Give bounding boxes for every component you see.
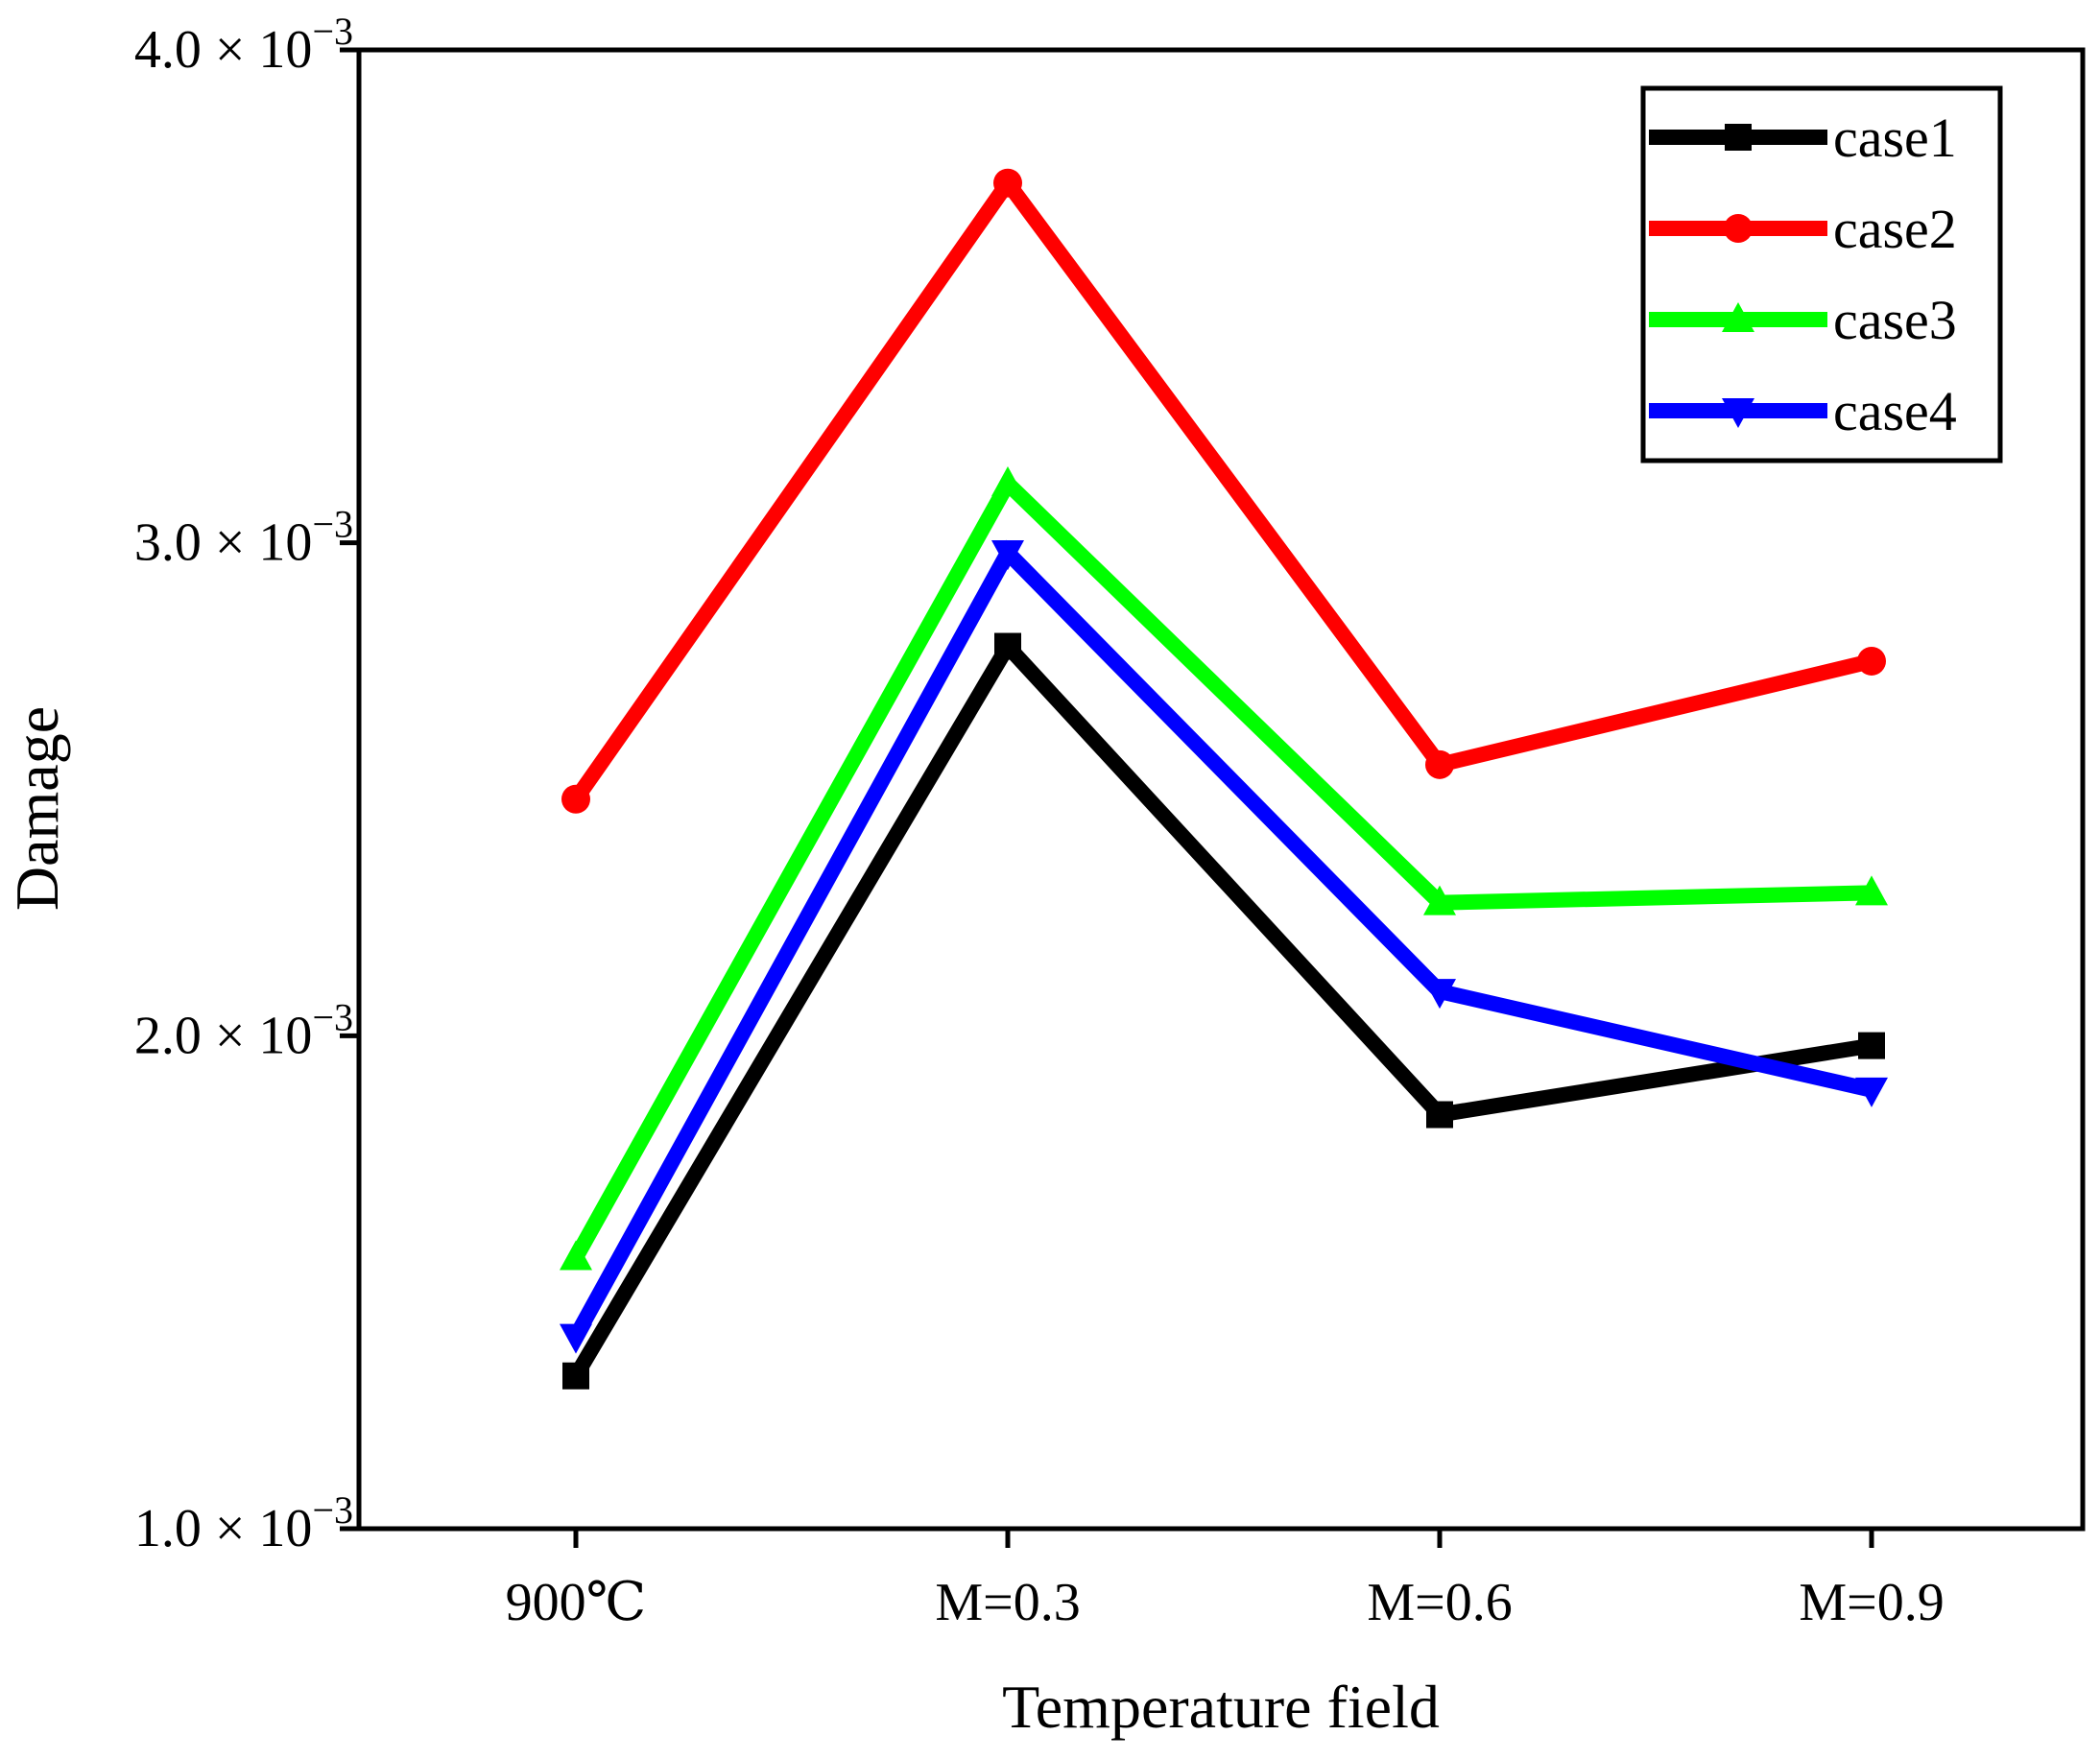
data-point-marker <box>994 632 1021 660</box>
series-line <box>569 471 1873 1262</box>
series-line <box>569 170 1873 804</box>
y-axis: 1.0 × 10−3 2.0 × 10−3 3.0 × 10−3 4.0 × 10−3 <box>134 10 359 1558</box>
x-tick-label: M=0.3 <box>935 1573 1080 1632</box>
series-case4 <box>560 539 1888 1354</box>
series-line <box>569 633 1873 1380</box>
y-tick-label: 1.0 × 10−3 <box>134 1488 353 1558</box>
legend: case1 case2 case3 case4 <box>1640 85 2003 464</box>
legend-item-case2: case2 <box>1649 198 1957 260</box>
data-point-marker <box>560 1323 592 1354</box>
data-point-marker <box>1858 1032 1885 1059</box>
x-axis-title: Temperature field <box>1002 1673 1440 1741</box>
x-tick-label: 900℃ <box>506 1573 647 1632</box>
series-case3 <box>560 466 1888 1271</box>
data-point-marker <box>1855 1077 1888 1107</box>
x-tick-label: M=0.6 <box>1367 1573 1512 1632</box>
legend-label: case3 <box>1833 289 1957 351</box>
legend-label: case4 <box>1833 380 1957 442</box>
x-axis: 900℃ M=0.3 M=0.6 M=0.9 <box>506 1529 1945 1632</box>
data-point-marker <box>560 1240 592 1271</box>
data-point-marker <box>1722 302 1754 332</box>
legend-label: case1 <box>1833 107 1957 169</box>
x-tick-label: M=0.9 <box>1799 1573 1944 1632</box>
data-point-marker <box>1426 1101 1453 1129</box>
data-point-marker <box>1423 885 1456 915</box>
data-point-marker <box>561 784 590 814</box>
legend-item-case4: case4 <box>1649 380 1957 442</box>
data-point-marker <box>1725 124 1752 151</box>
y-tick-label: 2.0 × 10−3 <box>134 995 353 1065</box>
series-layer <box>560 168 1888 1390</box>
data-point-marker <box>562 1362 589 1390</box>
series-line <box>568 539 1873 1341</box>
data-point-marker <box>1722 398 1754 428</box>
data-point-marker <box>991 539 1024 570</box>
series-case1 <box>562 632 1885 1390</box>
data-point-marker <box>1423 979 1456 1010</box>
data-point-marker <box>993 168 1022 198</box>
legend-item-case3: case3 <box>1649 289 1957 351</box>
y-axis-title: Damage <box>3 706 71 911</box>
data-point-marker <box>1425 749 1454 779</box>
legend-box <box>1640 85 2003 464</box>
data-point-marker <box>1857 646 1886 676</box>
data-point-marker <box>1724 214 1753 243</box>
legend-item-case1: case1 <box>1649 107 1957 169</box>
series-case2 <box>561 168 1886 814</box>
legend-label: case2 <box>1833 198 1957 260</box>
y-tick-label: 3.0 × 10−3 <box>134 503 353 573</box>
plot-area-frame <box>356 47 2086 1532</box>
data-point-marker <box>991 466 1024 497</box>
y-tick-label: 4.0 × 10−3 <box>134 10 353 80</box>
data-point-marker <box>1855 875 1888 906</box>
